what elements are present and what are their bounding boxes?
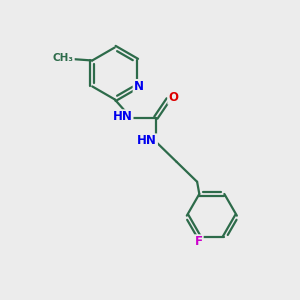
- Text: N: N: [134, 80, 144, 93]
- Text: HN: HN: [137, 134, 157, 147]
- Text: HN: HN: [113, 110, 133, 123]
- Text: O: O: [168, 91, 178, 104]
- Text: F: F: [195, 235, 203, 248]
- Text: CH₃: CH₃: [53, 53, 74, 63]
